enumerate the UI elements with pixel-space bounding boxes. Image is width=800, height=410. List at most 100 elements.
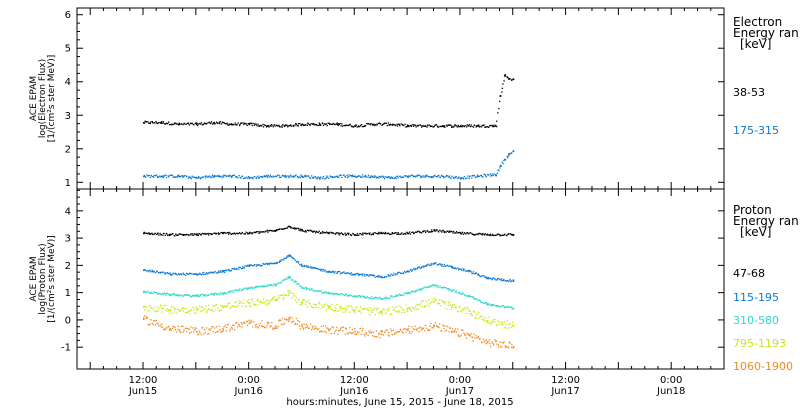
electron-ylabel-line-0: ACE EPAM — [29, 76, 39, 121]
proton-scatter-point — [232, 289, 234, 292]
proton-scatter-point — [149, 269, 151, 271]
electron-scatter-point — [377, 122, 380, 125]
electron-scatter-point — [332, 123, 334, 125]
electron-data-point — [336, 175, 339, 178]
electron-scatter-point — [375, 177, 378, 179]
proton-scatter-point — [359, 294, 361, 297]
proton-scatter-point — [315, 304, 317, 306]
proton-scatter-point — [455, 231, 458, 233]
electron-scatter-point — [506, 76, 509, 78]
proton-scatter-point — [232, 268, 234, 270]
electron-scatter-point — [404, 175, 406, 177]
proton-scatter-point — [497, 346, 500, 348]
proton-scatter-point — [232, 324, 234, 326]
electron-scatter-point — [375, 176, 377, 178]
electron-scatter-point — [397, 177, 399, 179]
proton-scatter-point — [437, 302, 439, 304]
proton-scatter-point — [355, 296, 357, 298]
proton-scatter-point — [176, 294, 178, 297]
proton-scatter-point — [154, 320, 156, 322]
electron-scatter-point — [213, 122, 215, 125]
proton-data-point — [275, 262, 277, 265]
proton-scatter-point — [342, 326, 345, 328]
proton-scatter-point — [345, 306, 348, 308]
electron-scatter-point — [445, 124, 448, 127]
proton-scatter-point — [245, 265, 248, 267]
electron-scatter-point — [253, 124, 256, 126]
proton-scatter-point — [276, 229, 278, 231]
electron-scatter-point — [188, 176, 190, 178]
proton-scatter-point — [154, 272, 157, 274]
proton-scatter-point — [215, 326, 218, 328]
proton-scatter-point — [487, 276, 490, 279]
proton-scatter-point — [334, 270, 336, 273]
electron-scatter-point — [262, 126, 265, 128]
electron-scatter-point — [262, 123, 264, 126]
proton-scatter-point — [202, 326, 204, 329]
proton-scatter-point — [265, 327, 267, 329]
proton-scatter-point — [289, 276, 291, 278]
proton-scatter-point — [299, 228, 302, 230]
proton-scatter-point — [175, 273, 178, 275]
electron-scatter-point — [465, 177, 467, 180]
electron-scatter-point — [344, 175, 346, 178]
proton-scatter-point — [223, 291, 226, 294]
proton-scatter-point — [475, 272, 477, 274]
proton-scatter-point — [237, 323, 240, 326]
electron-scatter-point — [194, 177, 196, 179]
electron-scatter-point — [239, 123, 241, 126]
proton-scatter-point — [443, 263, 446, 266]
proton-scatter-point — [206, 273, 209, 275]
proton-scatter-point — [354, 328, 356, 330]
proton-scatter-point — [288, 320, 290, 322]
electron-scatter-point — [143, 174, 146, 177]
proton-scatter-point — [485, 321, 488, 323]
proton-scatter-point — [154, 292, 157, 294]
electron-scatter-point — [308, 177, 311, 179]
proton-scatter-point — [304, 231, 306, 233]
electron-scatter-point — [419, 124, 421, 126]
electron-scatter-point — [385, 122, 387, 124]
proton-scatter-point — [343, 294, 345, 297]
proton-scatter-point — [362, 328, 364, 330]
electron-scatter-point — [481, 124, 483, 127]
proton-scatter-point — [258, 230, 260, 233]
electron-scatter-point — [283, 175, 285, 177]
time-axis-labels: 12:00Jun150:00Jun1612:00Jun160:00Jun1712… — [128, 375, 686, 397]
proton-scatter-point — [502, 279, 505, 282]
proton-scatter-point — [198, 295, 201, 297]
proton-scatter-point — [374, 307, 376, 310]
proton-scatter-point — [344, 311, 346, 313]
proton-scatter-point — [283, 293, 286, 296]
proton-scatter-point — [454, 267, 456, 269]
proton-scatter-point — [280, 319, 282, 322]
proton-scatter-point — [265, 304, 267, 306]
proton-scatter-point — [232, 233, 234, 235]
proton-scatter-point — [239, 325, 241, 328]
proton-scatter-point — [204, 232, 206, 235]
proton-scatter-point — [509, 279, 511, 281]
proton-scatter-point — [479, 315, 482, 317]
proton-scatter-point — [312, 231, 314, 233]
electron-scatter-point — [496, 172, 499, 174]
proton-scatter-point — [165, 309, 167, 312]
proton-scatter-point — [307, 327, 310, 329]
proton-legend-title-line-1: Energy ran — [733, 214, 799, 228]
electron-scatter-point — [458, 126, 460, 128]
electron-scatter-point — [317, 176, 319, 178]
proton-scatter-point — [504, 345, 506, 347]
electron-scatter-point — [148, 174, 150, 177]
proton-scatter-point — [247, 264, 249, 267]
proton-scatter-point — [509, 342, 511, 344]
proton-scatter-point — [221, 271, 223, 273]
proton-scatter-point — [482, 232, 484, 235]
electron-scatter-point — [149, 176, 152, 179]
electron-y-axis-label: ACE EPAM log(Electron Flux) [1/(cm²s ster … — [29, 55, 57, 142]
proton-scatter-point — [387, 310, 389, 312]
proton-scatter-point — [490, 278, 492, 280]
electron-scatter-point — [294, 124, 296, 126]
electron-scatter-point — [410, 124, 412, 127]
proton-scatter-point — [294, 228, 296, 230]
proton-scatter-point — [345, 233, 347, 236]
proton-scatter-point — [311, 267, 313, 269]
